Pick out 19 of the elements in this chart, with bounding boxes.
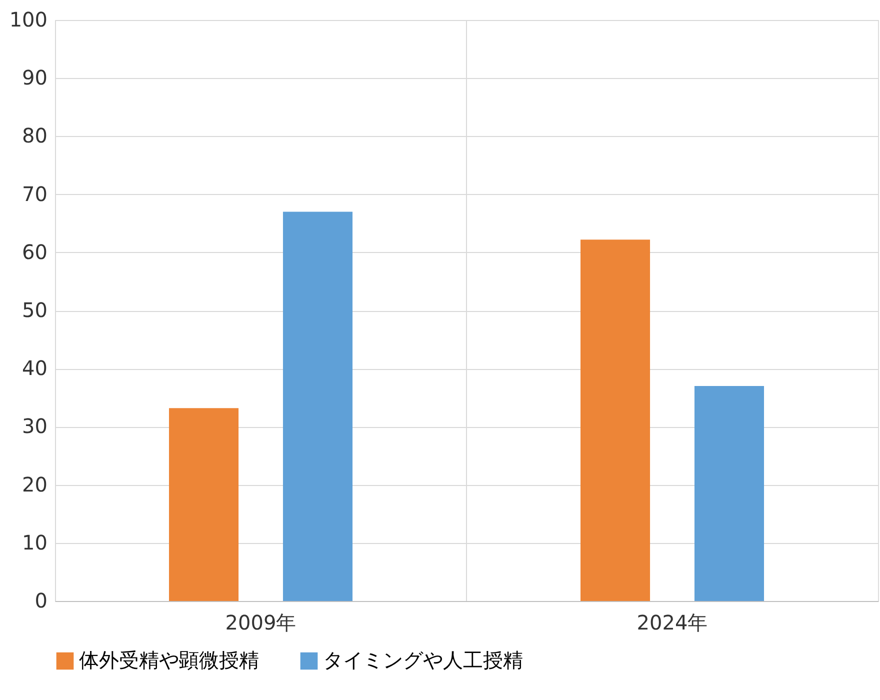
- y-tick-label: 10: [22, 530, 48, 554]
- y-tick-label: 0: [34, 588, 48, 612]
- bar: [694, 386, 764, 601]
- y-tick-label: 80: [22, 124, 48, 148]
- y-tick-label: 50: [22, 298, 48, 322]
- y-tick-label: 20: [22, 472, 48, 496]
- x-tick-label: 2024年: [636, 610, 708, 634]
- bar: [282, 212, 353, 601]
- bar: [168, 408, 239, 601]
- y-tick-label: 60: [22, 240, 48, 264]
- y-tick-label: 100: [9, 8, 48, 32]
- y-tick-label: 30: [22, 414, 48, 438]
- y-tick-label: 90: [22, 66, 48, 90]
- legend-label: タイミングや人工授精: [323, 648, 523, 672]
- bar: [580, 240, 650, 601]
- y-tick-label: 40: [22, 356, 48, 380]
- x-tick-label: 2009年: [225, 610, 296, 634]
- legend-label: 体外受精や顕微授精: [79, 648, 259, 672]
- y-tick-label: 70: [22, 182, 48, 206]
